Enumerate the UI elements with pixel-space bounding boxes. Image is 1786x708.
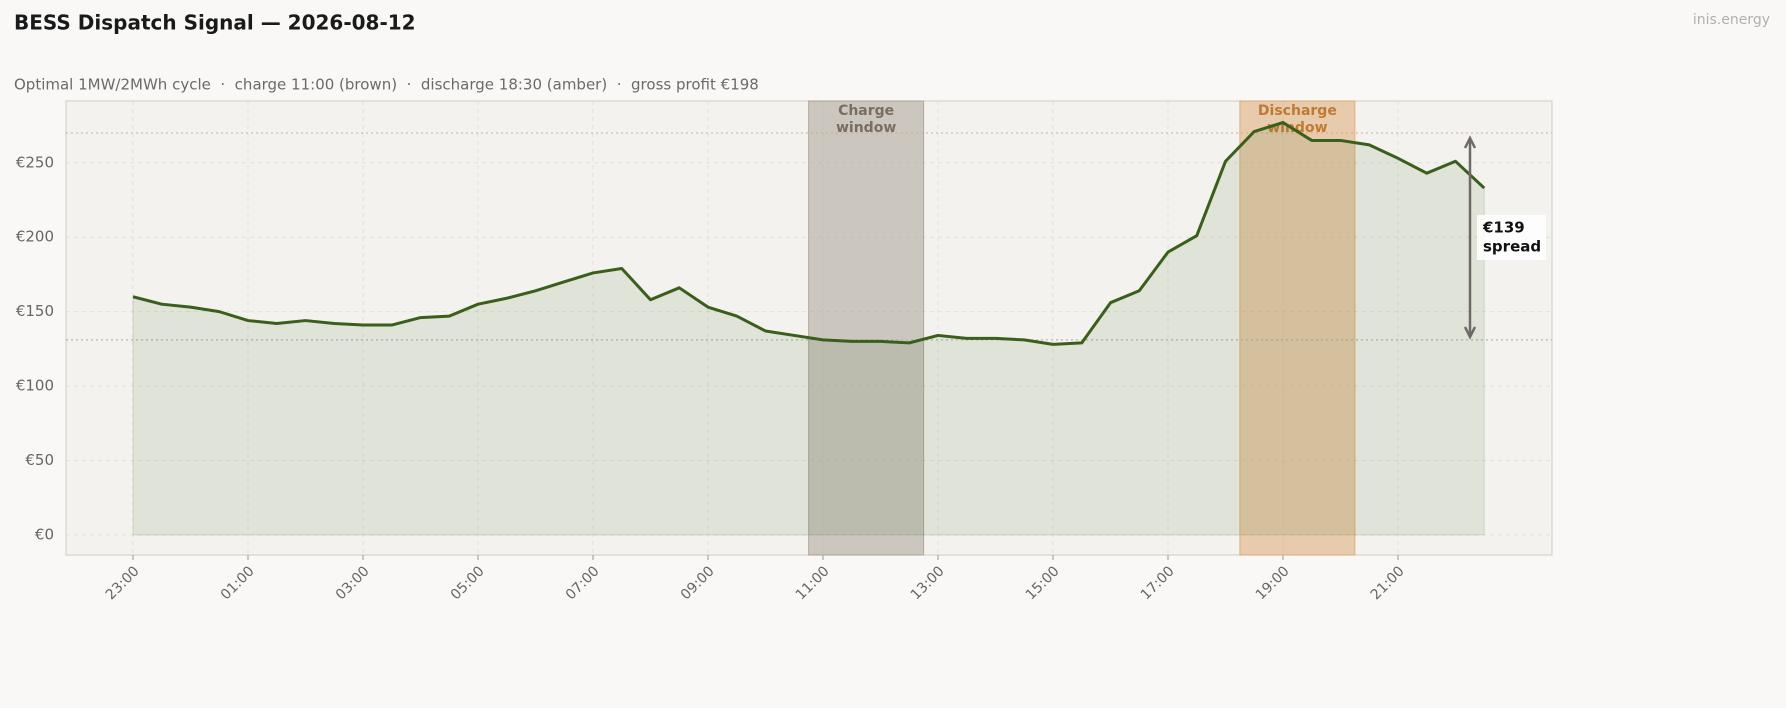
window-label: window bbox=[836, 120, 896, 136]
chart-subtitle: Optimal 1MW/2MWh cycle · charge 11:00 (b… bbox=[14, 76, 759, 94]
y-tick-label: €250 bbox=[16, 153, 54, 171]
window-label: Charge bbox=[838, 103, 894, 119]
arrow-head bbox=[1463, 135, 1477, 149]
window-label: Discharge bbox=[1258, 103, 1337, 119]
spread-label: €139 bbox=[1482, 219, 1525, 237]
watermark: inis.energy bbox=[1693, 12, 1770, 28]
y-tick-label: €150 bbox=[16, 302, 54, 320]
arrow-head bbox=[1463, 326, 1477, 340]
dispatch-window bbox=[1239, 100, 1356, 556]
spread-label-box bbox=[1477, 215, 1546, 260]
spread-label: spread bbox=[1483, 238, 1541, 256]
y-tick-label: €100 bbox=[16, 377, 54, 395]
y-tick-label: €0 bbox=[35, 525, 54, 543]
y-tick-label: €50 bbox=[25, 451, 54, 469]
chart-title: BESS Dispatch Signal — 2026-08-12 bbox=[14, 11, 416, 35]
y-tick-label: €200 bbox=[16, 228, 54, 246]
price-line bbox=[132, 121, 1486, 346]
dispatch-window bbox=[808, 100, 925, 556]
